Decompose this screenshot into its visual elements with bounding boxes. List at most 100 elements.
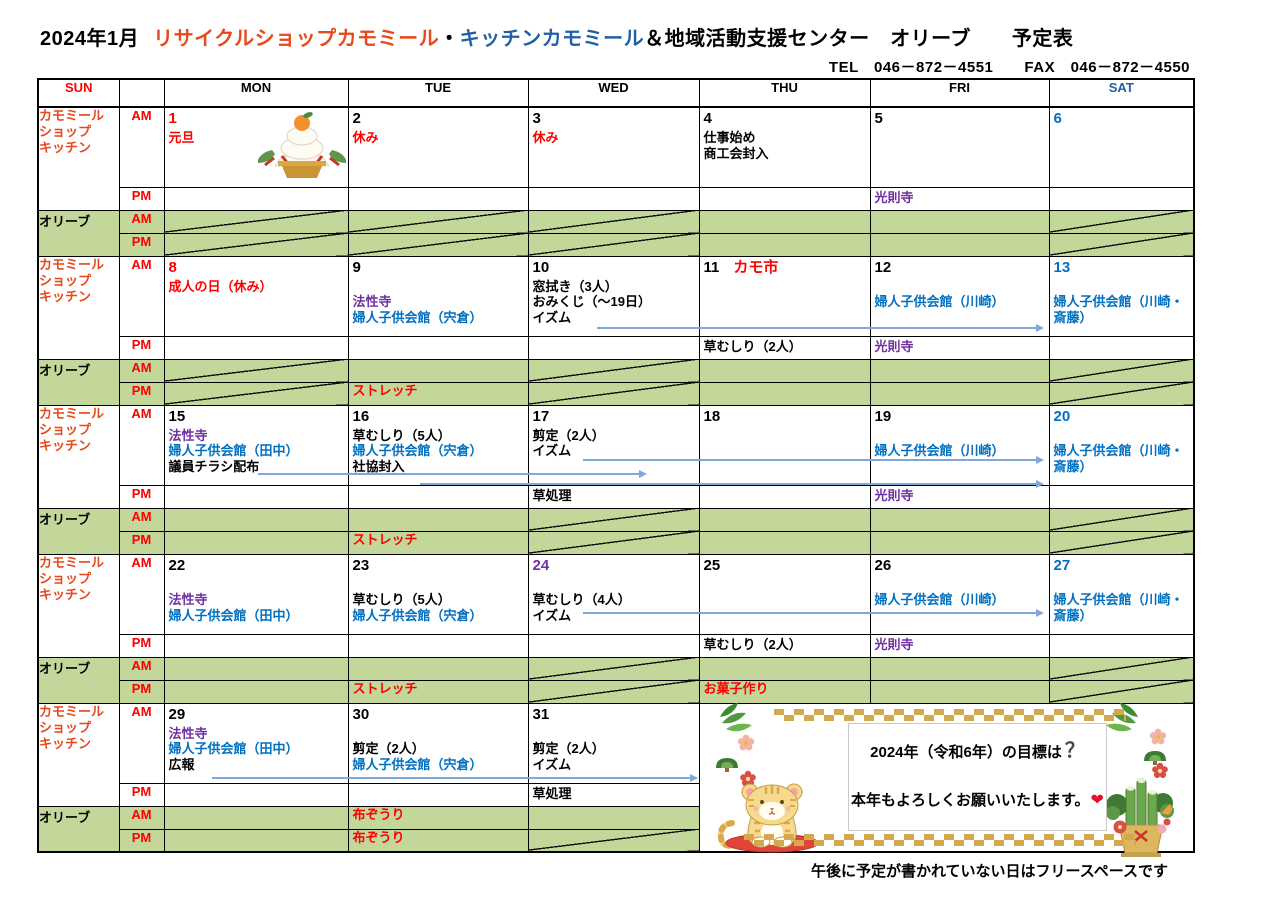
day-cell: 3 休み: [527, 106, 700, 188]
olive-cell: [527, 805, 700, 830]
olive-cell: ストレッチ: [347, 530, 529, 555]
day-cell: 5: [869, 106, 1050, 188]
checkered-border-bottom: [744, 834, 1136, 846]
row-label-line: ショップ: [39, 570, 92, 586]
schedule-entry: イズム: [532, 309, 572, 325]
day-cell: 30 剪定（2人） 婦人子供会館（宍倉）: [347, 702, 529, 784]
day-cell: 10 窓拭き（3人） おみくじ（～19日） イズム: [527, 255, 700, 337]
olive-cell: [698, 232, 871, 257]
schedule-entry: [871, 577, 1048, 593]
schedule-entry: 草むしり（4人）: [532, 592, 631, 607]
day-number-text: 15: [168, 407, 186, 425]
pm-cell: [347, 335, 529, 360]
pm-label: PM: [118, 633, 165, 658]
pm-cell: [698, 186, 871, 211]
olive-pm-label: PM: [118, 530, 165, 555]
pm-cell: [698, 484, 871, 509]
pm-cell: 草むしり（2人）: [698, 335, 871, 360]
olive-cell: [869, 507, 1050, 532]
day-cell: 12 婦人子供会館（川崎）: [869, 255, 1050, 337]
day-cell: 27 婦人子供会館（川崎・斎藤）: [1048, 553, 1195, 635]
schedule-entry: [529, 726, 698, 742]
am-label: AM: [118, 106, 165, 188]
olive-am-label: AM: [118, 656, 165, 681]
day-cell: 23 草むしり（5人） 婦人子供会館（宍倉）: [347, 553, 529, 635]
schedule-entry: 光則寺: [874, 636, 914, 652]
tiger-icon: [717, 783, 819, 853]
olive-cell: [527, 530, 700, 555]
olive-cell: [869, 679, 1050, 704]
olive-cell: [1048, 381, 1195, 406]
schedule-entry: 議員チラシ配布: [168, 458, 260, 474]
schedule-entry: [1050, 428, 1193, 444]
schedule-entry: [349, 279, 527, 295]
heart-icon: ❤: [1090, 792, 1104, 809]
row-label-chamomile: カモミール ショップ キッチン: [37, 702, 120, 807]
day-number: 19: [871, 406, 1048, 428]
weekday-header: TUE: [347, 78, 529, 108]
week-am-row: カモミール ショップ キッチン AM 8 成人の日（休み） 9 法性寺 婦人子供会館（宍倉） 1…: [37, 255, 1195, 360]
olive-cell: [869, 530, 1050, 555]
day-number-text: 31: [532, 705, 550, 723]
row-label-olive: オリーブ: [37, 209, 120, 257]
day-number: 18: [700, 406, 869, 428]
pm-cell: 光則寺: [869, 335, 1050, 360]
day-number: 6: [1050, 108, 1193, 130]
day-cell: 24 草むしり（4人） イズム: [527, 553, 700, 635]
day-number: 30: [349, 704, 527, 726]
week-pm-row: PM 草むしり（2人） 光則寺: [38, 335, 1195, 360]
greeting-line-2: 本年もよろしくお願いいたします。❤: [849, 789, 1106, 810]
schedule-entry: 婦人子供会館（田中）: [168, 607, 299, 623]
olive-cell: [163, 679, 349, 704]
schedule-entry: ストレッチ: [352, 382, 418, 398]
title-separator: ・: [439, 28, 460, 50]
row-label-chamomile: カモミール ショップ キッチン: [37, 255, 120, 360]
row-label-olive: オリーブ: [37, 358, 120, 406]
olive-cell: 布ぞうり: [347, 828, 529, 853]
schedule-entry: ストレッチ: [352, 531, 418, 547]
pm-label: PM: [118, 484, 165, 509]
schedule-entry: 剪定（2人）: [532, 427, 605, 443]
olive-cell: [1048, 679, 1195, 704]
schedule-entry: 婦人子供会館（川崎・斎藤）: [1053, 294, 1184, 325]
weekday-header: [118, 78, 165, 108]
schedule-entry: 布ぞうり: [352, 829, 405, 845]
schedule-entry: 法性寺: [352, 294, 392, 309]
am-label: AM: [118, 553, 165, 635]
schedule-entry: 法性寺: [168, 427, 208, 443]
week-pm-row: PM 光則寺: [38, 186, 1195, 211]
day-number-text: 8: [168, 258, 177, 276]
day-number-text: 27: [1053, 556, 1071, 574]
schedule-entry: 婦人子供会館（宍倉）: [352, 309, 483, 325]
day-number: 17: [529, 406, 698, 428]
plum-blossom-icon: [737, 734, 755, 751]
pm-cell: [347, 484, 529, 509]
day-cell: 19 婦人子供会館（川崎）: [869, 404, 1050, 486]
day-cell: 29 法性寺 婦人子供会館（田中） 広報: [163, 702, 349, 784]
schedule-entry: [871, 279, 1048, 295]
schedule-entry: [165, 577, 347, 593]
olive-cell: [163, 358, 349, 383]
checkered-border-top: [774, 709, 1126, 721]
olive-cell: [527, 656, 700, 681]
day-number-text: 19: [874, 407, 892, 425]
day-cell: 8 成人の日（休み）: [163, 255, 349, 337]
row-label-chamomile: カモミール ショップ キッチン: [37, 106, 120, 211]
pm-label: PM: [118, 186, 165, 211]
week-pm-row: PM 草処理 光則寺: [38, 484, 1195, 509]
olive-am-label: AM: [118, 358, 165, 383]
row-label-line: ショップ: [39, 124, 92, 139]
olive-cell: お菓子作り: [698, 679, 871, 704]
day-cell: 2 休み: [347, 106, 529, 188]
week-am-row: カモミール ショップ キッチン AM 1 元旦 2 休み 3 休み 4 仕事始め 商工会封入 5 6: [37, 106, 1195, 211]
day-number-text: 17: [532, 407, 550, 425]
schedule-entry: 婦人子供会館（宍倉）: [352, 443, 483, 458]
olive-cell: [698, 381, 871, 406]
olive-cell: [698, 656, 871, 681]
schedule-entry: 婦人子供会館（宍倉）: [352, 607, 483, 623]
olive-pm-row: PM 布ぞうり: [38, 828, 1194, 853]
greeting-decorations: [716, 703, 1174, 857]
new-year-greeting-panel: 2024年（令和6年）の目標は？ 本年もよろしくお願いいたします。❤: [700, 703, 1191, 857]
weekday-header: MON: [163, 78, 349, 108]
olive-cell: [163, 828, 349, 853]
